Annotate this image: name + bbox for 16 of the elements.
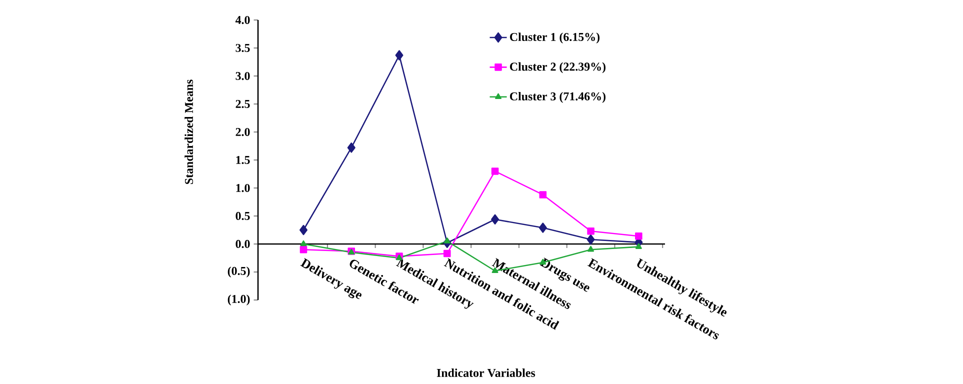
y-tick-label: 0.5 bbox=[236, 212, 250, 220]
y-tick-label: 2.0 bbox=[236, 128, 250, 136]
y-tick-label: 3.5 bbox=[236, 44, 250, 52]
y-tick-label: (1.0) bbox=[228, 294, 250, 306]
y-tick-label: 4.0 bbox=[235, 16, 250, 24]
y-tick-label: (0.5) bbox=[228, 266, 250, 278]
legend-label: Cluster 2 (22.39%) bbox=[510, 62, 606, 74]
y-tick-label: 3.0 bbox=[236, 72, 250, 80]
y-tick-label: 2.5 bbox=[236, 100, 250, 108]
x-axis-title: Indicator Variables bbox=[436, 368, 536, 378]
y-axis-title: Standardized Means bbox=[184, 80, 194, 184]
legend-label: Cluster 1 (6.15%) bbox=[510, 32, 600, 44]
y-tick-label: 1.0 bbox=[236, 184, 250, 192]
legend-label: Cluster 3 (71.46%) bbox=[510, 92, 606, 103]
y-tick-label: 0.0 bbox=[236, 240, 250, 248]
y-tick-label: 1.5 bbox=[236, 156, 250, 164]
